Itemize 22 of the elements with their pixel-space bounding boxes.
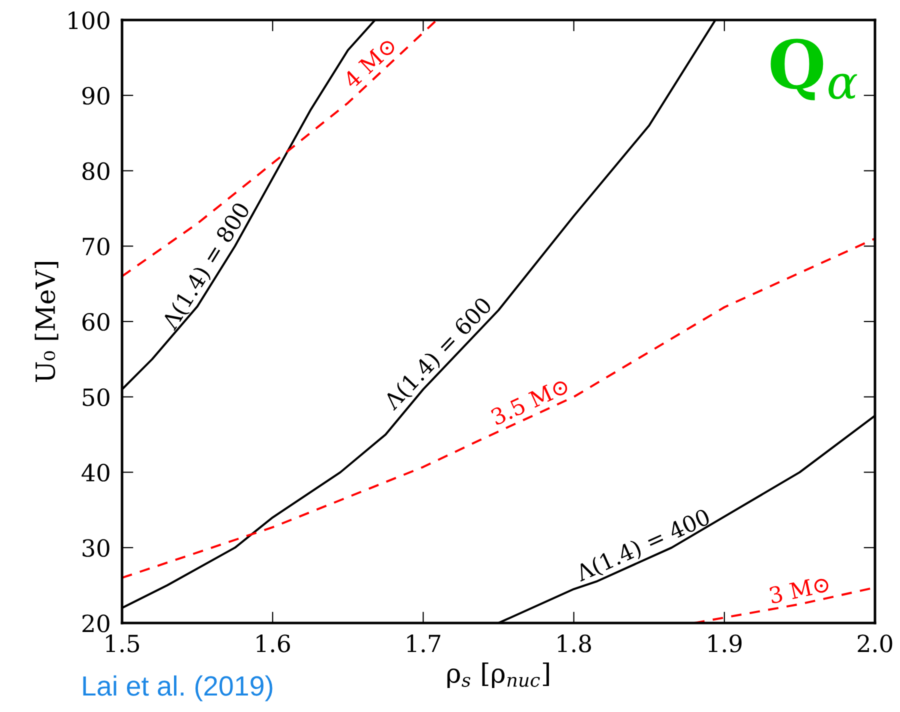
y-tick-label: 80 xyxy=(82,162,110,180)
x-tick-label: 1.6 xyxy=(256,634,290,652)
text: 4 M⊙ xyxy=(342,36,397,90)
x-tick-label: 1.9 xyxy=(708,634,742,652)
y-tick-label: 70 xyxy=(82,238,110,256)
x-tick-label: 1.5 xyxy=(106,634,139,652)
text: 3 M⊙ xyxy=(768,575,830,604)
x-axis-title: ρ$_{s}$ [ρ$_{nuc}$] xyxy=(447,662,549,688)
y-axis-title: U₀ [MeV] xyxy=(34,262,58,382)
y-tick-label: 60 xyxy=(82,312,110,331)
y-tick-label: 100 xyxy=(68,11,110,30)
y-tick-label: 30 xyxy=(82,539,110,557)
x-tick-label: 1.8 xyxy=(558,634,591,652)
annotation: Q$_{α}$ xyxy=(770,38,858,100)
x-tick-label: 2.0 xyxy=(858,634,892,652)
y-tick-label: 90 xyxy=(82,86,110,105)
x-tick-label: 1.7 xyxy=(407,634,440,652)
y-tick-label: 50 xyxy=(82,388,110,406)
text: 3.5 M⊙ xyxy=(490,376,570,426)
text: Lai et al. (2019) xyxy=(83,675,272,702)
y-tick-label: 40 xyxy=(82,464,110,482)
y-tick-label: 20 xyxy=(82,614,110,632)
